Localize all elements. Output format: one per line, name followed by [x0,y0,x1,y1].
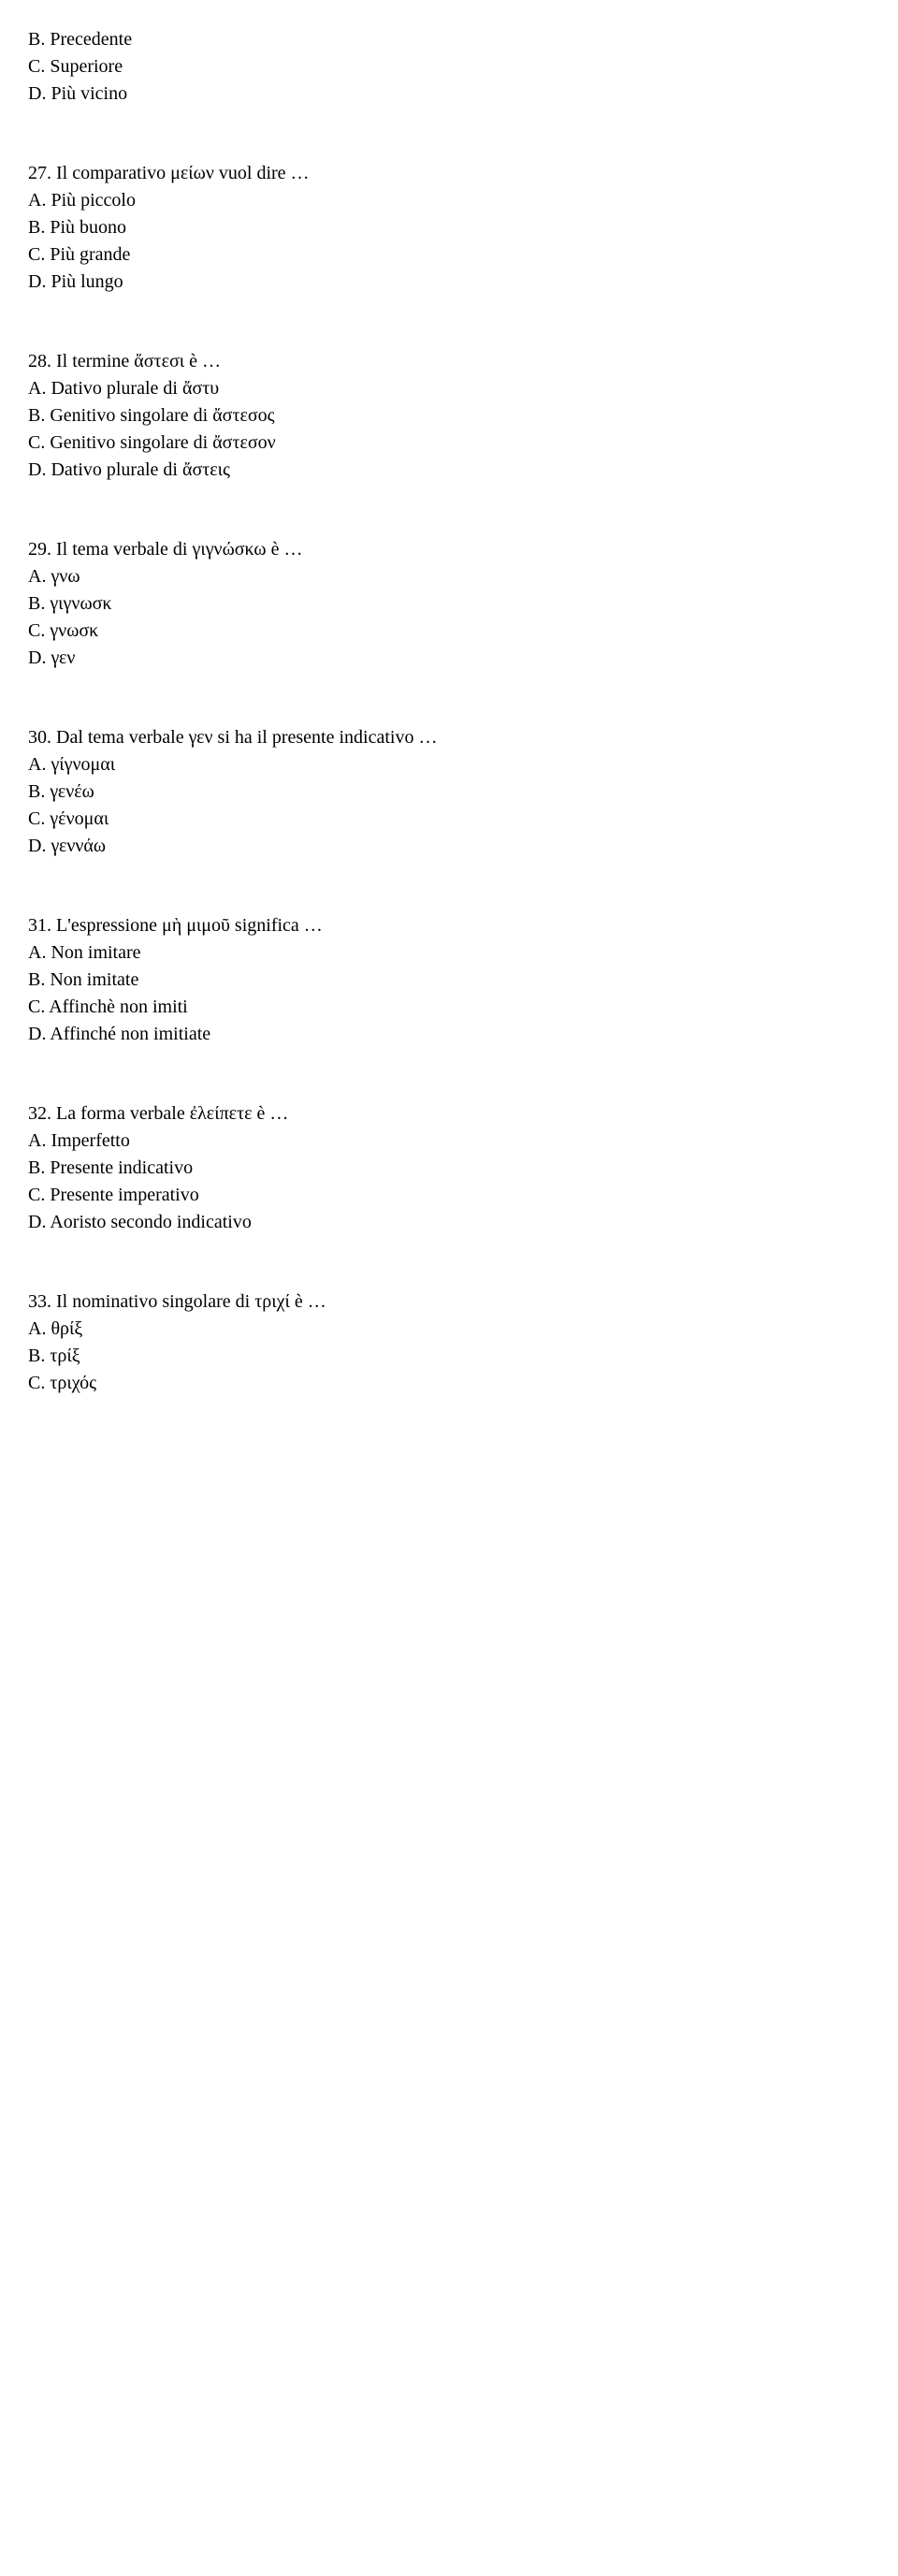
question-prompt: 29. Il tema verbale di γιγνώσκω è … [28,536,870,563]
option-line: A. γίγνομαι [28,751,870,779]
option-line: A. γνω [28,563,870,590]
option-line: C. Presente imperativo [28,1182,870,1209]
question-block-27: 27. Il comparativo μείων vuol dire … A. … [28,160,870,296]
option-line: C. Genitivo singolare di ἄστεσον [28,429,870,457]
question-block-29: 29. Il tema verbale di γιγνώσκω è … A. γ… [28,536,870,672]
question-block-26-remainder: B. Precedente C. Superiore D. Più vicino [28,26,870,108]
option-line: C. γνωσκ [28,618,870,645]
question-prompt: 27. Il comparativo μείων vuol dire … [28,160,870,187]
option-line: B. Precedente [28,26,870,53]
option-line: D. Aoristo secondo indicativo [28,1209,870,1236]
option-line: B. Presente indicativo [28,1155,870,1182]
question-prompt: 28. Il termine ἄστεσι è … [28,348,870,375]
question-block-30: 30. Dal tema verbale γεν si ha il presen… [28,724,870,860]
option-line: A. Imperfetto [28,1128,870,1155]
option-line: A. Più piccolo [28,187,870,214]
option-line: B. γενέω [28,779,870,806]
option-line: C. τριχός [28,1370,870,1397]
option-line: C. Affinchè non imiti [28,994,870,1021]
option-line: B. γιγνωσκ [28,590,870,618]
option-line: B. Più buono [28,214,870,241]
option-line: C. Superiore [28,53,870,80]
option-line: A. Non imitare [28,939,870,967]
question-prompt: 33. Il nominativo singolare di τριχί è … [28,1288,870,1316]
option-line: C. γένομαι [28,806,870,833]
question-block-31: 31. L'espressione μὴ μιμοῦ significa … A… [28,912,870,1048]
option-line: D. Dativo plurale di ἄστεις [28,457,870,484]
option-line: B. τρίξ [28,1343,870,1370]
option-line: A. Dativo plurale di ἄστυ [28,375,870,402]
option-line: D. Più vicino [28,80,870,108]
question-prompt: 32. La forma verbale ἐλείπετε è … [28,1100,870,1128]
question-prompt: 31. L'espressione μὴ μιμοῦ significa … [28,912,870,939]
question-block-33: 33. Il nominativo singolare di τριχί è …… [28,1288,870,1397]
option-line: B. Genitivo singolare di ἄστεσος [28,402,870,429]
question-block-32: 32. La forma verbale ἐλείπετε è … A. Imp… [28,1100,870,1236]
option-line: A. θρίξ [28,1316,870,1343]
question-block-28: 28. Il termine ἄστεσι è … A. Dativo plur… [28,348,870,484]
option-line: D. Più lungo [28,269,870,296]
option-line: D. γεννάω [28,833,870,860]
option-line: D. γεν [28,645,870,672]
question-prompt: 30. Dal tema verbale γεν si ha il presen… [28,724,870,751]
option-line: C. Più grande [28,241,870,269]
option-line: D. Affinché non imitiate [28,1021,870,1048]
option-line: B. Non imitate [28,967,870,994]
